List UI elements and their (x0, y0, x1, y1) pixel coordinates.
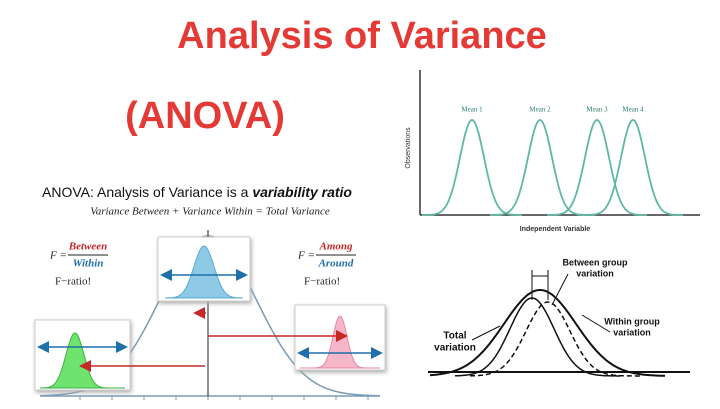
formula-note: F−ratio! (55, 276, 91, 288)
formula-lhs: F = (49, 250, 67, 262)
pointer (471, 325, 501, 341)
pink-distribution (300, 315, 380, 369)
between-label: variation (576, 268, 614, 278)
total-label: variation (434, 343, 476, 354)
formula-lhs: F = (297, 250, 315, 262)
pointer (551, 273, 569, 306)
x-axis-label: Independent Variable (520, 226, 591, 233)
formula-denominator: Within (73, 258, 104, 270)
mean-label: Mean 3 (586, 106, 608, 114)
within-label: Within group (604, 316, 660, 326)
pink-fill (300, 315, 380, 369)
subtitle: (ANOVA) (125, 95, 285, 137)
y-axis-label: Observations (405, 127, 412, 169)
title: Analysis of Variance (177, 15, 547, 57)
mean-label: Mean 1 (461, 106, 483, 114)
group-curve-dashed (469, 301, 640, 377)
mean-label: Mean 4 (622, 106, 644, 114)
heading-emphasis: variability ratio (252, 184, 352, 200)
group-curve (455, 297, 620, 377)
total-label: Total (443, 331, 466, 342)
mean-label: Mean 2 (529, 106, 551, 114)
heading-text: ANOVA: Analysis of Variance is a (42, 184, 249, 200)
within-label: variation (613, 327, 651, 337)
formula-numerator: Among (318, 241, 353, 253)
pointer (581, 314, 611, 333)
formula-numerator: Between (68, 241, 108, 253)
heading: ANOVA: Analysis of Variance is a variabi… (42, 184, 352, 200)
between-label: Between group (562, 257, 628, 267)
mean-curve (490, 119, 590, 216)
formula-note: F−ratio! (304, 276, 340, 288)
formula-denominator: Around (318, 258, 354, 270)
equation: Variance Between + Variance Within = Tot… (90, 206, 330, 218)
mean-curves: Mean 1 Mean 2 Mean 3 Mean 4 (422, 106, 683, 216)
mean-curve (583, 119, 683, 216)
mean-curve (547, 119, 647, 216)
